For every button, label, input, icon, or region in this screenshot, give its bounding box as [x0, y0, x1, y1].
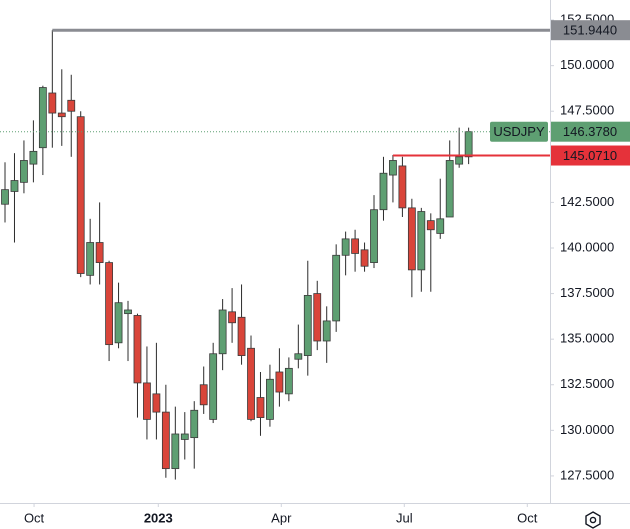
candle-body — [29, 150, 38, 165]
candle-body — [398, 165, 407, 209]
candle-body — [180, 433, 189, 440]
symbol-label-box — [490, 121, 548, 142]
candle-body — [445, 160, 454, 218]
x-tick-label: Oct — [517, 510, 538, 525]
candle-body — [57, 112, 66, 118]
candle-body — [209, 353, 218, 420]
candle-body — [161, 411, 170, 470]
candle-body — [436, 218, 445, 234]
x-tick-label: 2023 — [144, 510, 173, 525]
candle-body — [124, 309, 132, 315]
candle-body — [10, 180, 19, 192]
y-tick-label: 150.0000 — [560, 57, 614, 72]
candle-body — [341, 238, 350, 256]
price-label: 151.9440 — [563, 23, 617, 38]
price-label-box — [551, 20, 630, 41]
settings-icon[interactable] — [585, 511, 601, 529]
candle-body — [313, 293, 322, 342]
candle-body — [105, 262, 113, 346]
candle-body — [48, 92, 57, 114]
settings-icon-center — [589, 516, 597, 524]
candle-body — [426, 220, 435, 231]
candle-body — [322, 320, 331, 342]
y-tick-label: 137.5000 — [560, 285, 614, 300]
candle-body — [266, 378, 274, 420]
candle-body — [284, 367, 293, 395]
candle-body — [199, 384, 208, 406]
candle-body — [256, 397, 265, 418]
candle-body — [237, 316, 246, 356]
candle-body — [228, 311, 236, 324]
candle-body — [455, 156, 464, 165]
candle-body — [76, 116, 85, 274]
candle-body — [351, 238, 359, 254]
y-tick-label: 132.5000 — [560, 376, 614, 391]
candle-body — [143, 382, 151, 420]
candle-body — [332, 254, 341, 322]
price-label-box — [551, 145, 630, 166]
symbol-label: USDJPY — [493, 124, 545, 139]
y-tick-label: 130.0000 — [560, 422, 614, 437]
candle-body — [294, 353, 303, 360]
candle-body — [20, 160, 28, 183]
candle-body — [152, 393, 161, 413]
candle-body — [1, 189, 9, 205]
candle-body — [133, 315, 142, 384]
candle-body — [379, 172, 388, 211]
candle-body — [86, 242, 95, 276]
y-tick-label: 127.5000 — [560, 467, 614, 482]
y-tick-label: 142.5000 — [560, 194, 614, 209]
candle-body — [95, 242, 104, 263]
candle-body — [190, 409, 199, 439]
y-tick-label: 147.5000 — [560, 103, 614, 118]
candle-body — [114, 302, 123, 344]
y-tick-label: 135.0000 — [560, 331, 614, 346]
x-tick-label: Oct — [24, 510, 45, 525]
candle-body — [389, 160, 397, 176]
candle-body — [370, 209, 378, 263]
price-label: 145.0710 — [563, 148, 617, 163]
x-tick-label: Jul — [396, 510, 413, 525]
candle-body — [67, 99, 76, 112]
candle-body — [275, 371, 284, 393]
candle-body — [171, 433, 180, 470]
y-tick-label: 140.0000 — [560, 239, 614, 254]
last-price-label: 146.3780 — [563, 124, 617, 139]
candle-body — [218, 309, 227, 355]
candle-body — [38, 87, 47, 149]
candle-body — [407, 207, 416, 271]
candle-body — [464, 131, 473, 158]
candle-body — [303, 295, 312, 356]
x-tick-label: Apr — [271, 510, 292, 525]
candle-body — [360, 249, 369, 267]
candle-body — [417, 211, 426, 271]
last-price-box — [551, 121, 630, 142]
settings-icon-shape — [585, 511, 601, 529]
candle-body — [247, 347, 255, 420]
